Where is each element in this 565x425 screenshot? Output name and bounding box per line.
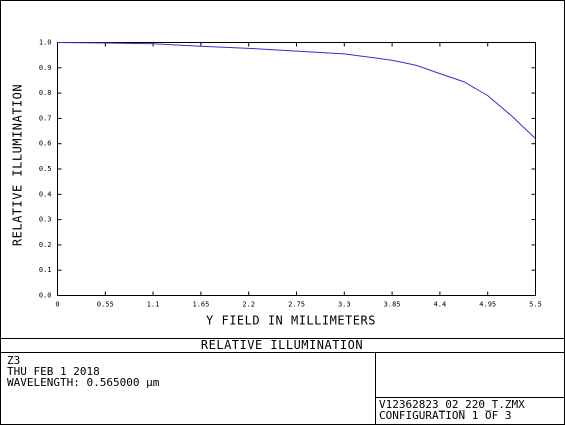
chart-title: RELATIVE ILLUMINATION [201,338,363,352]
plot-frame [57,42,536,296]
x-tick-label: 0 [55,301,59,309]
y-tick-label: 0.1 [39,266,52,274]
y-tick-label: 0.8 [39,89,52,97]
x-tick-label: 1.65 [192,301,209,309]
info-line: THU FEB 1 2018 [7,365,100,378]
y-tick-label: 0.7 [39,114,52,122]
y-tick-label: 0.9 [39,64,52,72]
y-tick-label: 0.6 [39,140,52,148]
x-tick-label: 5.5 [529,301,542,309]
y-tick-label: 0.4 [39,190,52,198]
x-tick-label: 3.85 [384,301,401,309]
x-tick-label: 2.75 [288,301,305,309]
info-line: Z3 [7,354,20,367]
x-tick-label: 4.4 [434,301,447,309]
info-line: WAVELENGTH: 0.565000 µm [7,376,160,389]
y-tick-label: 0.3 [39,216,52,224]
file-name: V12362823_02_220_T.ZMX [379,398,525,411]
x-tick-label: 3.3 [338,301,351,309]
y-tick-label: 1.0 [39,39,52,47]
configuration: CONFIGURATION 1 OF 3 [379,409,511,422]
x-tick-label: 4.95 [479,301,496,309]
data-line [57,42,536,140]
x-tick-label: 0.55 [97,301,114,309]
y-tick-label: 0.5 [39,165,52,173]
x-tick-label: 1.1 [147,301,160,309]
x-axis-label: Y FIELD IN MILLIMETERS [206,314,376,328]
y-tick-label: 0.0 [39,292,52,300]
y-axis-label: RELATIVE ILLUMINATION [11,84,25,246]
x-tick-label: 2.2 [242,301,255,309]
y-tick-label: 0.2 [39,241,52,249]
